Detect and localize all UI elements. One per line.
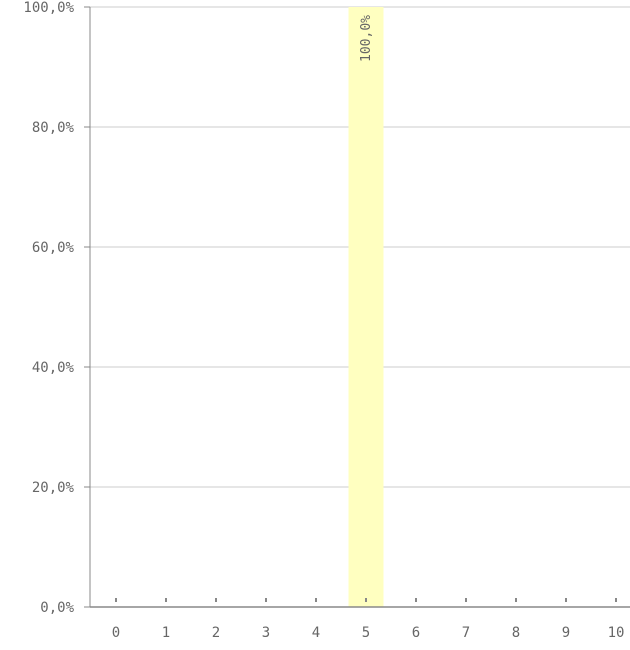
- y-tick-label: 100,0%: [23, 0, 74, 16]
- x-tick-label: 2: [212, 625, 220, 641]
- x-tick-label: 9: [562, 625, 570, 641]
- x-tick-label: 5: [362, 625, 370, 641]
- x-tick-label: 7: [462, 625, 470, 641]
- x-tick-label: 0: [112, 625, 120, 641]
- x-tick-label: 1: [162, 625, 170, 641]
- x-tick-label: 10: [608, 625, 625, 641]
- y-tick-label: 80,0%: [32, 120, 75, 136]
- y-tick-label: 0,0%: [40, 600, 74, 616]
- bars: [348, 7, 384, 607]
- y-tick-label: 20,0%: [32, 480, 75, 496]
- bar-data-label: 100,0%: [359, 15, 374, 62]
- x-tick-label: 6: [412, 625, 420, 641]
- labels: 0,0% 20,0% 40,0% 60,0% 80,0% 100,0% 0 1 2 3 4 100,0…: [23, 0, 624, 641]
- y-tick-label: 60,0%: [32, 240, 75, 256]
- axes: [84, 6, 630, 608]
- x-tick-label: 8: [512, 625, 520, 641]
- bar: [348, 7, 384, 607]
- y-tick-label: 40,0%: [32, 360, 75, 376]
- x-tick-label: 3: [262, 625, 270, 641]
- x-tick-label: 4: [312, 625, 320, 641]
